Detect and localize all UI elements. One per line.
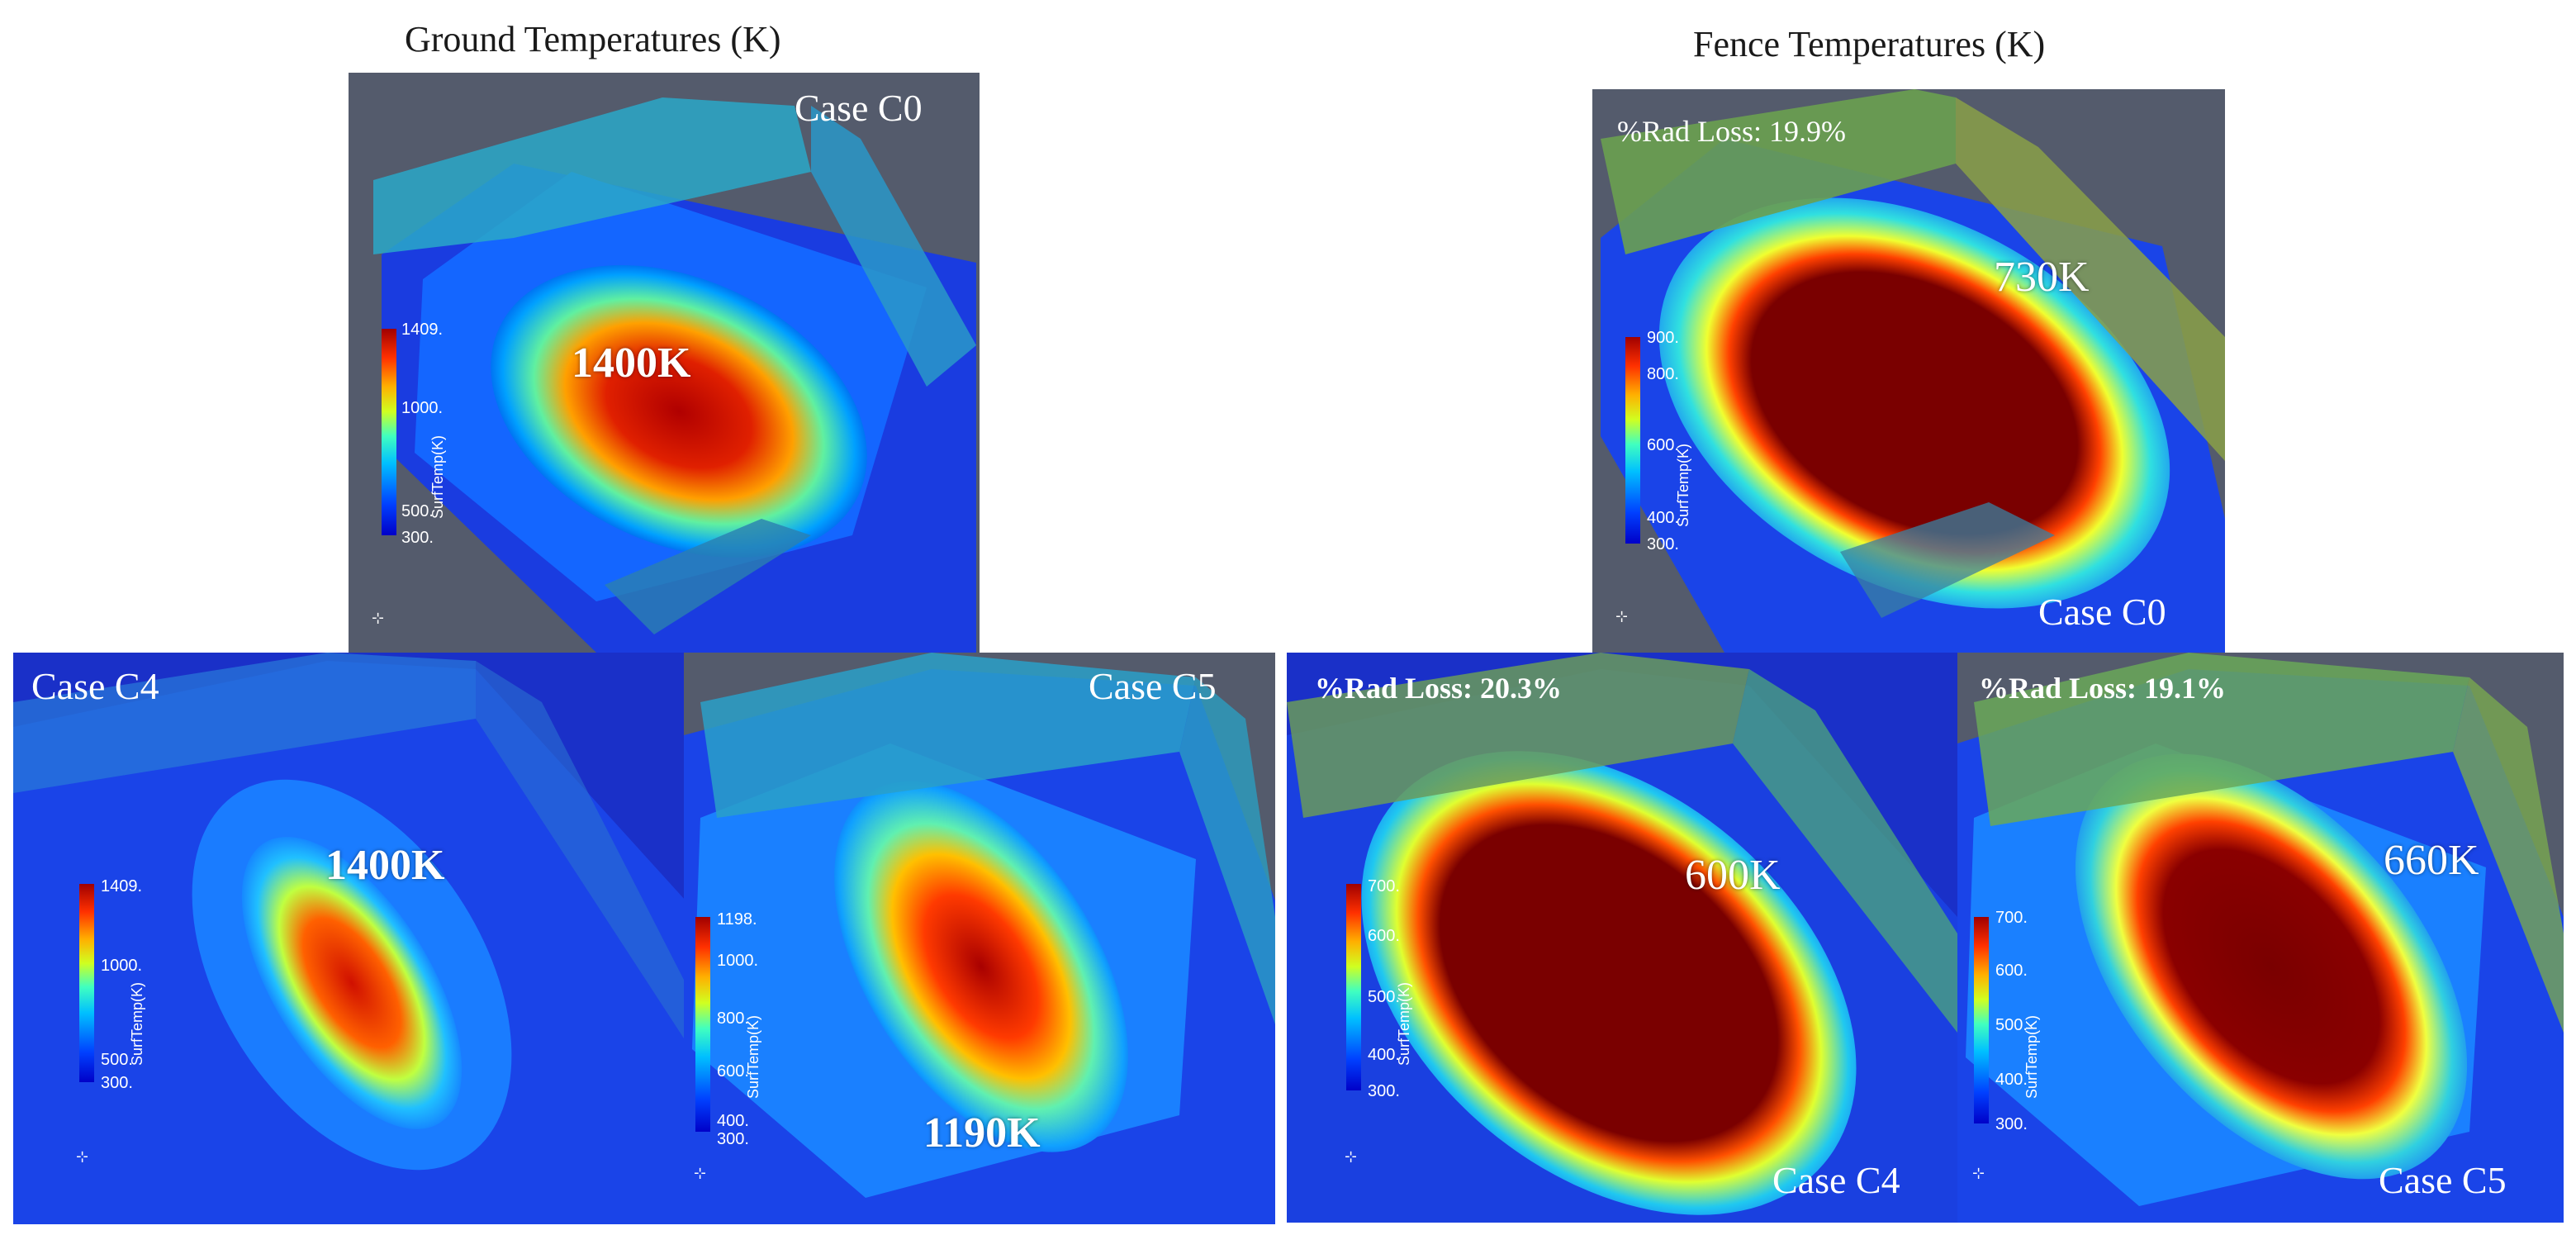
fence-c4-render xyxy=(1287,653,1957,1223)
colorbar-title: SurfTemp(K) xyxy=(429,435,446,519)
colorbar-tick: 300. xyxy=(1995,1115,2028,1133)
colorbar xyxy=(695,917,710,1132)
temperature-label: 1400K xyxy=(572,340,691,387)
colorbar-tick: 400. xyxy=(1995,1071,2028,1089)
colorbar-tick: 300. xyxy=(401,529,434,547)
colorbar xyxy=(1346,884,1361,1090)
colorbar-tick: 300. xyxy=(717,1130,749,1148)
colorbar xyxy=(382,329,396,535)
ground-c0-render xyxy=(373,97,976,653)
colorbar-title: SurfTemp(K) xyxy=(1396,981,1412,1066)
case-label: Case C0 xyxy=(795,87,923,129)
colorbar-tick: 500. xyxy=(101,1051,133,1069)
axes-orientation-icon: ⊹ xyxy=(76,1148,89,1165)
colorbar-tick: 400. xyxy=(1368,1046,1400,1064)
ground-c4-panel: Case C4 1400K 1409. 1000. 500. 300. Surf… xyxy=(13,653,686,1224)
axes-orientation-icon: ⊹ xyxy=(1972,1165,1985,1181)
rad-loss-label: %Rad Loss: 20.3% xyxy=(1315,672,1563,705)
temperature-label: 730K xyxy=(1994,254,2090,301)
colorbar-tick: 300. xyxy=(101,1074,133,1092)
colorbar-title: SurfTemp(K) xyxy=(1675,443,1691,527)
fence-c0-panel: %Rad Loss: 19.9% Case C0 730K 900. 800. … xyxy=(1592,89,2225,653)
colorbar-tick: 600. xyxy=(1647,436,1679,454)
case-label: Case C5 xyxy=(1089,665,1217,707)
colorbar-tick: 300. xyxy=(1647,535,1679,553)
axes-orientation-icon: ⊹ xyxy=(1615,608,1629,625)
fence-c4-panel: %Rad Loss: 20.3% Case C4 600K 700. 600. … xyxy=(1287,653,1957,1223)
colorbar-tick: 300. xyxy=(1368,1082,1400,1100)
ground-c5-render xyxy=(684,653,1275,1224)
colorbar-tick: 600. xyxy=(1995,962,2028,980)
colorbar-tick: 500. xyxy=(401,502,434,520)
colorbar xyxy=(79,884,94,1082)
temperature-label: 600K xyxy=(1685,852,1781,899)
colorbar-tick: 700. xyxy=(1995,909,2028,927)
axes-orientation-icon: ⊹ xyxy=(372,610,385,626)
colorbar-tick: 1000. xyxy=(401,399,444,417)
colorbar-tick: 600. xyxy=(717,1062,749,1081)
case-label: Case C0 xyxy=(2038,591,2166,633)
ground-temperatures-heading: Ground Temperatures (K) xyxy=(405,19,781,59)
rad-loss-label: %Rad Loss: 19.1% xyxy=(1979,672,2227,705)
colorbar-tick: 800. xyxy=(1647,365,1679,383)
case-label: Case C4 xyxy=(1772,1159,1900,1201)
fence-temperatures-heading: Fence Temperatures (K) xyxy=(1693,24,2046,64)
fence-c5-render xyxy=(1957,653,2564,1223)
case-label: Case C5 xyxy=(2379,1159,2507,1201)
ground-c0-panel: Case C0 1400K 1409. 1000. 500. 300. Surf… xyxy=(349,73,980,653)
colorbar-tick: 700. xyxy=(1368,877,1400,895)
case-label: Case C4 xyxy=(31,665,159,707)
fence-c0-render xyxy=(1601,89,2225,653)
colorbar-tick: 800. xyxy=(717,1009,749,1028)
colorbar-tick: 1000. xyxy=(717,952,759,970)
colorbar-tick: 400. xyxy=(717,1112,749,1130)
colorbar-title: SurfTemp(K) xyxy=(2023,1014,2040,1099)
colorbar-tick: 1198. xyxy=(717,910,757,929)
colorbar-tick: 500. xyxy=(1368,988,1400,1006)
axes-orientation-icon: ⊹ xyxy=(1345,1148,1358,1165)
fence-c5-panel: %Rad Loss: 19.1% Case C5 660K 700. 600. … xyxy=(1957,653,2564,1223)
colorbar-tick: 500. xyxy=(1995,1016,2028,1034)
colorbar-tick: 600. xyxy=(1368,927,1400,945)
colorbar-tick: 1409. xyxy=(401,321,444,339)
colorbar-title: SurfTemp(K) xyxy=(745,1014,761,1099)
axes-orientation-icon: ⊹ xyxy=(694,1165,707,1181)
colorbar-title: SurfTemp(K) xyxy=(129,981,145,1066)
colorbar-tick: 900. xyxy=(1647,329,1679,347)
ground-c5-panel: Case C5 1190K 1198. 1000. 800. 600. 400.… xyxy=(684,653,1275,1224)
colorbar-tick: 1409. xyxy=(101,877,143,895)
colorbar xyxy=(1974,917,1989,1123)
temperature-label: 1400K xyxy=(325,842,445,889)
temperature-label: 1190K xyxy=(923,1109,1041,1157)
ground-c4-render xyxy=(13,653,686,1224)
colorbar-tick: 1000. xyxy=(101,957,143,975)
temperature-label: 660K xyxy=(2384,837,2479,884)
colorbar xyxy=(1625,337,1640,544)
colorbar-tick: 400. xyxy=(1647,509,1679,527)
rad-loss-label: %Rad Loss: 19.9% xyxy=(1617,115,1846,148)
